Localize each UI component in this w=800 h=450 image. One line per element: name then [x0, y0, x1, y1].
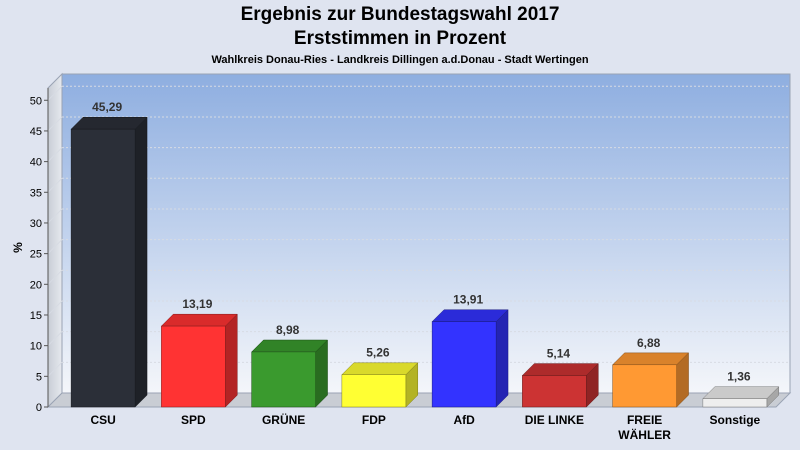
bar-value-label: 13,91	[453, 293, 483, 307]
x-tick-label: SPD	[181, 413, 206, 427]
x-tick-label: CSU	[90, 413, 115, 427]
bar-sonstige	[702, 386, 780, 408]
bar-die-linke	[521, 362, 599, 408]
bar-grüne	[251, 339, 329, 408]
y-tick-label: 15	[30, 310, 42, 322]
bar	[702, 398, 768, 408]
bar	[431, 321, 497, 408]
y-tick-label: 5	[36, 371, 42, 383]
y-tick-label: 25	[30, 249, 42, 261]
bar-spd	[160, 313, 238, 408]
bar	[522, 375, 587, 408]
y-tick-label: 35	[30, 187, 42, 199]
bar-afd	[431, 309, 509, 408]
bar-freie-wähler	[612, 352, 690, 408]
y-tick-label: 20	[30, 279, 42, 291]
chart-subtitle: Erststimmen in Prozent	[293, 28, 507, 49]
x-tick-label: AfD	[453, 413, 475, 427]
bar-top	[251, 339, 329, 353]
y-tick-label: 40	[30, 157, 42, 169]
bar-top	[702, 386, 780, 399]
bar-side	[134, 116, 148, 408]
y-axis-label: %	[11, 242, 25, 253]
y-tick-label: 50	[30, 95, 42, 107]
x-tick-label: FREIE WÄHLER	[618, 413, 671, 442]
y-tick-label: 30	[30, 218, 42, 230]
bar-value-label: 13,19	[182, 297, 212, 311]
gridline-side	[47, 177, 63, 193]
bar-fdp	[341, 362, 419, 408]
gridline-side	[47, 361, 63, 377]
bar	[161, 325, 226, 408]
chart-region-subtitle: Wahlkreis Donau-Ries - Landkreis Dilling…	[211, 54, 589, 66]
bar-csu	[70, 116, 148, 408]
bar	[251, 351, 316, 408]
gridline-side	[47, 269, 63, 285]
bar	[70, 128, 136, 408]
bar-top	[341, 362, 419, 375]
bar-top	[521, 363, 599, 376]
bar-value-label: 8,98	[276, 323, 300, 337]
x-tick-label: Sonstige	[710, 413, 761, 427]
gridline-side	[47, 300, 63, 316]
bar-top	[70, 117, 148, 130]
bar-value-label: 6,88	[637, 336, 661, 350]
bar-value-label: 5,14	[547, 346, 571, 360]
y-tick-label: 0	[36, 402, 42, 414]
x-tick-label: DIE LINKE	[525, 413, 584, 427]
y-tick-label: 45	[30, 126, 42, 138]
x-tick-label: FDP	[362, 413, 386, 427]
bar-value-label: 45,29	[92, 100, 122, 114]
gridline-side	[47, 239, 63, 254]
gridline-side	[47, 331, 63, 347]
bar-value-label: 5,26	[366, 346, 390, 360]
gridline-side	[47, 116, 63, 132]
bar	[612, 364, 677, 408]
bar-side	[225, 313, 238, 408]
bar	[341, 374, 407, 408]
gridline-side	[47, 85, 63, 101]
gridline-side	[47, 147, 63, 162]
chart-title: Ergebnis zur Bundestagswahl 2017	[240, 4, 560, 25]
gridline-side	[47, 208, 63, 224]
bar-top	[160, 313, 238, 327]
x-tick-label: GRÜNE	[262, 412, 305, 427]
bar-top	[431, 309, 509, 322]
bar-value-label: 1,36	[727, 370, 751, 384]
y-tick-label: 10	[30, 341, 42, 353]
bar-top	[612, 352, 690, 366]
bar-side	[495, 309, 509, 408]
